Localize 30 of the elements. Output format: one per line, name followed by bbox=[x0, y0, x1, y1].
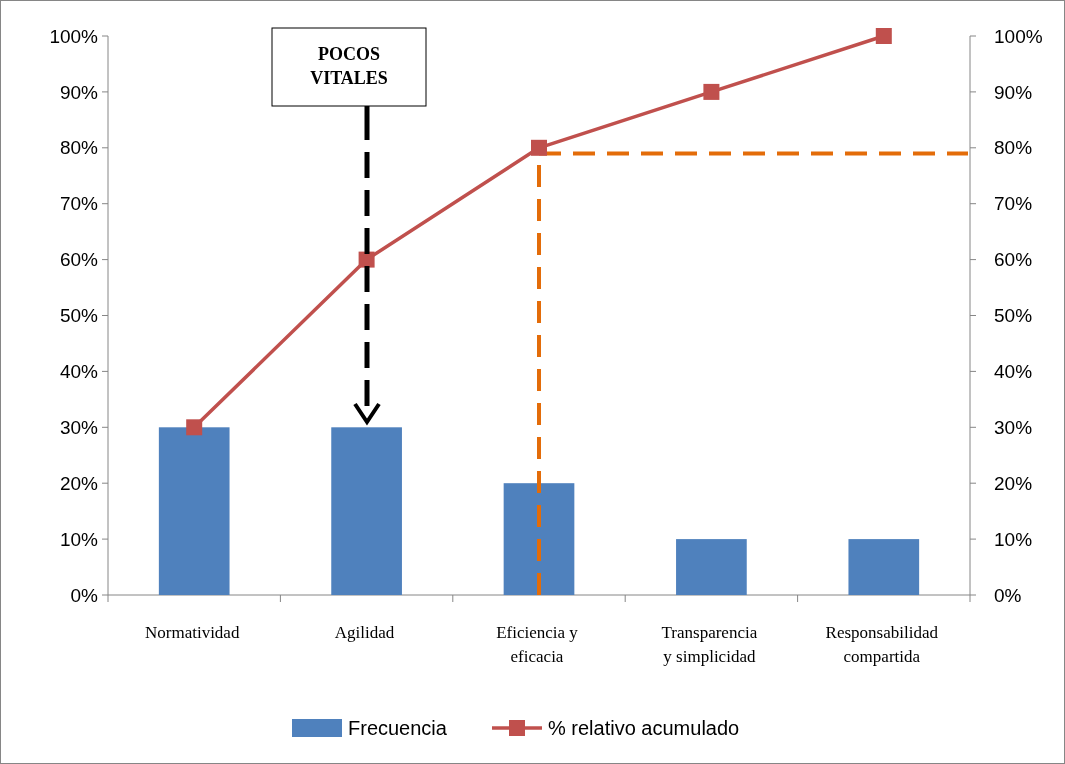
y-tick-label: 80% bbox=[59, 137, 99, 159]
y2-tick-label: 30% bbox=[994, 416, 1033, 438]
y2-tick-label: 70% bbox=[994, 193, 1033, 215]
x-tick-label: Agilidad bbox=[334, 623, 395, 642]
x-tick-label: Responsabilidad compartida bbox=[825, 623, 939, 666]
y-tick-label: 100% bbox=[49, 25, 99, 47]
y-tick-label: 30% bbox=[59, 416, 99, 438]
y2-tick-label: 80% bbox=[994, 137, 1033, 159]
y-tick-label: 10% bbox=[59, 528, 99, 550]
y-tick-label: 60% bbox=[59, 249, 99, 271]
y2-tick-label: 50% bbox=[994, 305, 1033, 327]
y-tick-label: 0% bbox=[70, 584, 99, 606]
x-tick-label: Eficiencia y eficacia bbox=[496, 623, 579, 666]
y-tick-label: 90% bbox=[59, 81, 99, 103]
legend-label: % relativo acumulado bbox=[548, 717, 740, 739]
y2-tick-label: 100% bbox=[994, 25, 1043, 47]
y2-tick-label: 90% bbox=[994, 81, 1033, 103]
x-tick-label: Transparencia y simplicidad bbox=[661, 623, 758, 666]
y-tick-label: 20% bbox=[59, 472, 99, 494]
y2-tick-label: 40% bbox=[994, 361, 1033, 383]
legend-label: Frecuencia bbox=[348, 717, 448, 739]
y2-tick-label: 0% bbox=[994, 584, 1022, 606]
y2-tick-label: 60% bbox=[994, 249, 1033, 271]
y2-tick-label: 20% bbox=[994, 472, 1033, 494]
y-tick-label: 40% bbox=[59, 361, 99, 383]
y2-tick-label: 10% bbox=[994, 528, 1033, 550]
y-tick-label: 50% bbox=[59, 305, 99, 327]
annotation: POCOS VITALES bbox=[310, 44, 388, 88]
x-tick-label: Normatividad bbox=[144, 623, 240, 642]
y-tick-label: 70% bbox=[59, 193, 99, 215]
